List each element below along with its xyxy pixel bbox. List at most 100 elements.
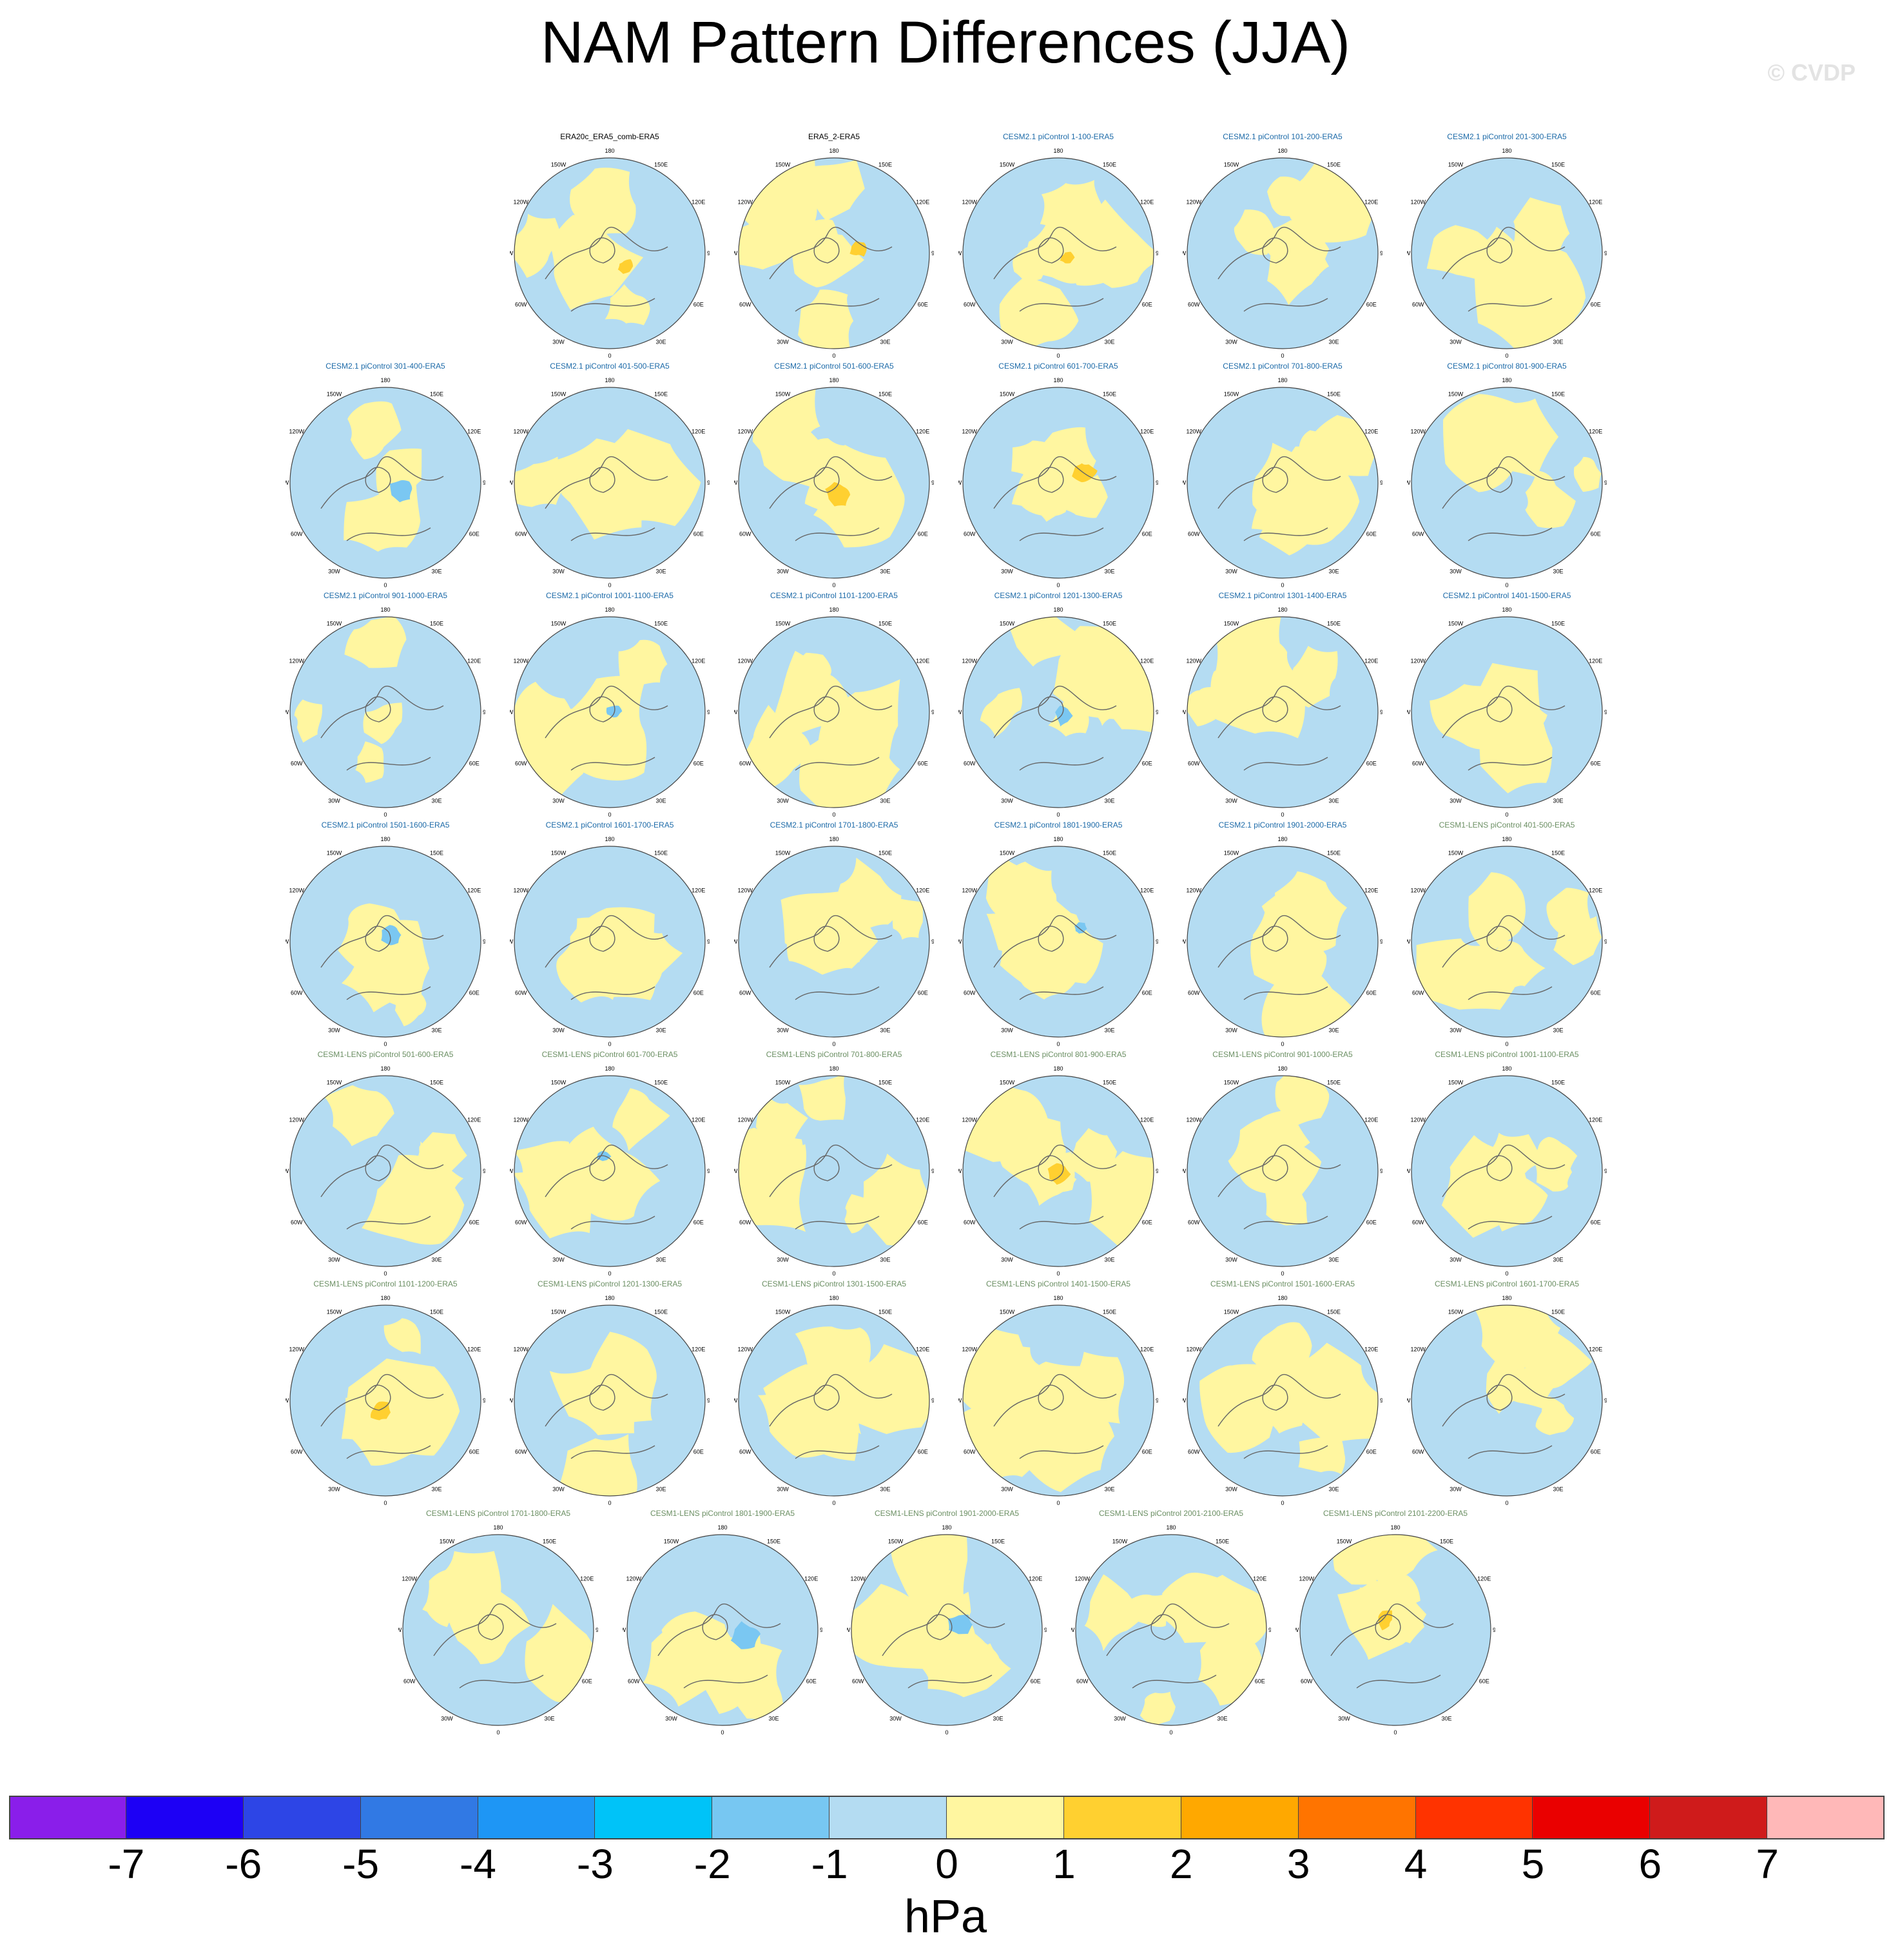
map-border: [514, 846, 706, 1038]
longitude-label: 60E: [693, 1449, 704, 1455]
longitude-label: 0: [608, 1270, 611, 1276]
longitude-label: 150W: [327, 1079, 342, 1085]
positive-anomaly-region: [1040, 180, 1104, 240]
longitude-label: 120W: [962, 658, 978, 665]
longitude-label: 180: [829, 836, 839, 842]
longitude-label: 0: [608, 1500, 611, 1505]
map-border: [851, 1534, 1043, 1726]
longitude-label: 0: [1505, 582, 1508, 587]
longitude-label: 90W: [286, 1397, 289, 1404]
longitude-label: 90E: [1604, 1397, 1607, 1404]
strong-anomaly-region: [617, 259, 634, 274]
coastline: [1442, 1373, 1566, 1459]
longitude-label: 150E: [654, 161, 668, 168]
map-panel: CESM2.1 piControl 501-600-ERA5 180 150E 120…: [734, 362, 934, 587]
longitude-label: 150E: [1327, 161, 1341, 168]
longitude-label: 30E: [768, 1716, 779, 1722]
longitude-label: 120W: [289, 1346, 305, 1353]
longitude-label: 60W: [515, 761, 527, 767]
coastline: [993, 226, 1117, 312]
map-panel: CESM2.1 piControl 701-800-ERA5 180 150E 120…: [1183, 362, 1382, 587]
longitude-label: 90W: [734, 1397, 738, 1404]
longitude-label: 90W: [734, 1168, 738, 1174]
map-panel: CESM1-LENS piControl 1401-1500-ERA5 180 15…: [958, 1279, 1158, 1505]
longitude-label: 60W: [1188, 990, 1200, 996]
map-panel: CESM1-LENS piControl 2001-2100-ERA5 180 15…: [1071, 1509, 1271, 1734]
longitude-label: 0: [832, 353, 835, 358]
longitude-label: 120E: [1477, 1576, 1491, 1582]
longitude-label: 30W: [1450, 568, 1462, 575]
longitude-label: 180: [1053, 836, 1063, 842]
longitude-label: 150E: [1551, 1308, 1565, 1315]
longitude-label: 90E: [1044, 1627, 1047, 1633]
longitude-label: 30W: [328, 1486, 340, 1493]
longitude-label: 150W: [1000, 620, 1015, 626]
longitude-label: 60W: [403, 1678, 416, 1685]
longitude-label: 60W: [1188, 761, 1200, 767]
longitude-label: 60E: [1255, 1678, 1265, 1685]
map-border: [1075, 1534, 1267, 1726]
longitude-label: 90W: [1183, 1397, 1187, 1404]
longitude-label: 90W: [1183, 1168, 1187, 1174]
positive-anomaly-region: [1298, 1435, 1346, 1475]
longitude-label: 150E: [1103, 391, 1116, 397]
longitude-label: 150E: [991, 1538, 1005, 1544]
map-border: [1187, 846, 1379, 1038]
longitude-label: 30E: [880, 798, 890, 804]
longitude-label: 90W: [734, 938, 738, 945]
longitude-label: 90E: [1156, 250, 1158, 257]
map-border: [962, 157, 1154, 349]
panel-title: CESM2.1 piControl 1101-1200-ERA5: [770, 591, 898, 600]
longitude-label: 0: [608, 811, 611, 817]
longitude-label: 30W: [552, 568, 565, 575]
coastline: [1442, 915, 1566, 1000]
polar-map: 180 150E 120E 90E 60E 30E 0 30W 60W 90W 120W 150W: [958, 606, 1158, 817]
longitude-label: 90E: [483, 480, 485, 486]
longitude-label: 60W: [1301, 1678, 1313, 1685]
map-border: [1187, 1305, 1379, 1497]
longitude-label: 90W: [734, 480, 738, 486]
panel-title: CESM1-LENS piControl 2001-2100-ERA5: [1098, 1509, 1244, 1518]
longitude-label: 120E: [1589, 1346, 1602, 1353]
longitude-label: 90W: [510, 250, 514, 257]
longitude-label: 150E: [430, 620, 443, 626]
longitude-label: 120W: [1299, 1576, 1315, 1582]
longitude-label: 90E: [707, 1397, 710, 1404]
map-panel: ERA5_2-ERA5 180 150E 120E 90E 60E 30E 0 30W 60W 90…: [734, 132, 934, 358]
panel-title: CESM2.1 piControl 1901-2000-ERA5: [1218, 820, 1347, 830]
longitude-label: 120W: [514, 199, 529, 206]
map-border: [514, 616, 706, 808]
longitude-label: 120W: [1411, 429, 1426, 435]
positive-anomaly-region: [1237, 1120, 1322, 1195]
longitude-label: 60W: [1412, 1219, 1424, 1226]
longitude-label: 0: [1505, 1270, 1508, 1276]
positive-anomaly-region: [1251, 446, 1360, 545]
longitude-label: 180: [829, 606, 839, 613]
longitude-label: 180: [1166, 1524, 1176, 1531]
longitude-label: 150E: [1103, 620, 1116, 626]
map-panel: CESM1-LENS piControl 601-700-ERA5 180 150E…: [510, 1050, 710, 1276]
colorbar-swatch: [1181, 1796, 1299, 1839]
longitude-label: 120E: [1364, 429, 1378, 435]
longitude-label: 150W: [1448, 620, 1464, 626]
longitude-label: 120W: [962, 429, 978, 435]
strong-anomaly-region: [1060, 251, 1075, 264]
longitude-label: 30W: [1001, 1257, 1013, 1263]
longitude-label: 150W: [1000, 1079, 1015, 1085]
longitude-label: 90E: [1156, 938, 1158, 945]
polar-map: 180 150E 120E 90E 60E 30E 0 30W 60W 90W 120W 150W: [286, 606, 485, 817]
longitude-label: 120E: [1140, 888, 1154, 894]
longitude-label: 0: [1056, 353, 1060, 358]
longitude-label: 150W: [1000, 161, 1015, 168]
longitude-label: 30W: [552, 339, 565, 345]
longitude-label: 30W: [777, 339, 789, 345]
longitude-label: 30E: [1328, 1257, 1339, 1263]
longitude-label: 150E: [878, 391, 892, 397]
longitude-label: 90E: [1380, 709, 1382, 715]
map-panel: CESM1-LENS piControl 1601-1700-ERA5 180 15…: [1407, 1279, 1607, 1505]
longitude-label: 180: [1053, 148, 1063, 154]
longitude-label: 120W: [738, 658, 753, 665]
map-border: [1411, 616, 1603, 808]
coastline: [993, 456, 1117, 541]
coastline: [993, 1373, 1117, 1459]
